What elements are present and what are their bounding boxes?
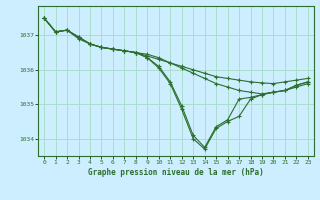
- X-axis label: Graphe pression niveau de la mer (hPa): Graphe pression niveau de la mer (hPa): [88, 168, 264, 177]
